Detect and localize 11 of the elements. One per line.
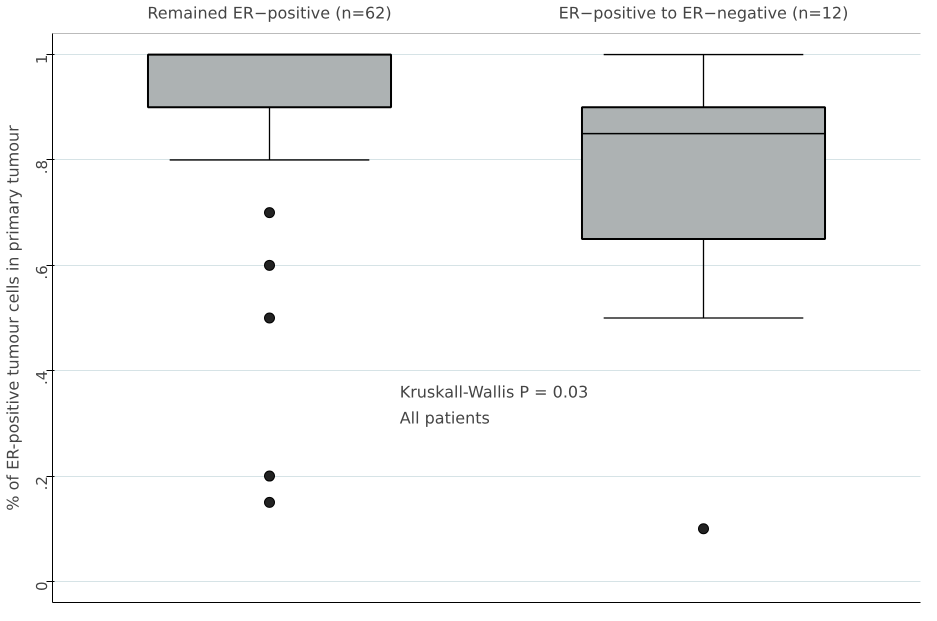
y-tick-label: .4 [33,370,51,385]
y-axis-title: % of ER-positive tumour cells in primary tumour [4,124,22,511]
y-tick-label: .2 [33,476,51,490]
annotation: All patients [400,408,490,428]
y-tick-label: .6 [33,265,51,280]
annotation: Kruskall-Wallis P = 0.03 [400,382,588,402]
y-tick-label: 0 [33,581,51,591]
y-tick-label: 1 [33,54,51,64]
x-tick-label: Remained ER−positive (n=62) [147,4,392,22]
y-tick-label: .8 [33,160,51,174]
x-tick-label: ER−positive to ER−negative (n=12) [558,4,848,22]
